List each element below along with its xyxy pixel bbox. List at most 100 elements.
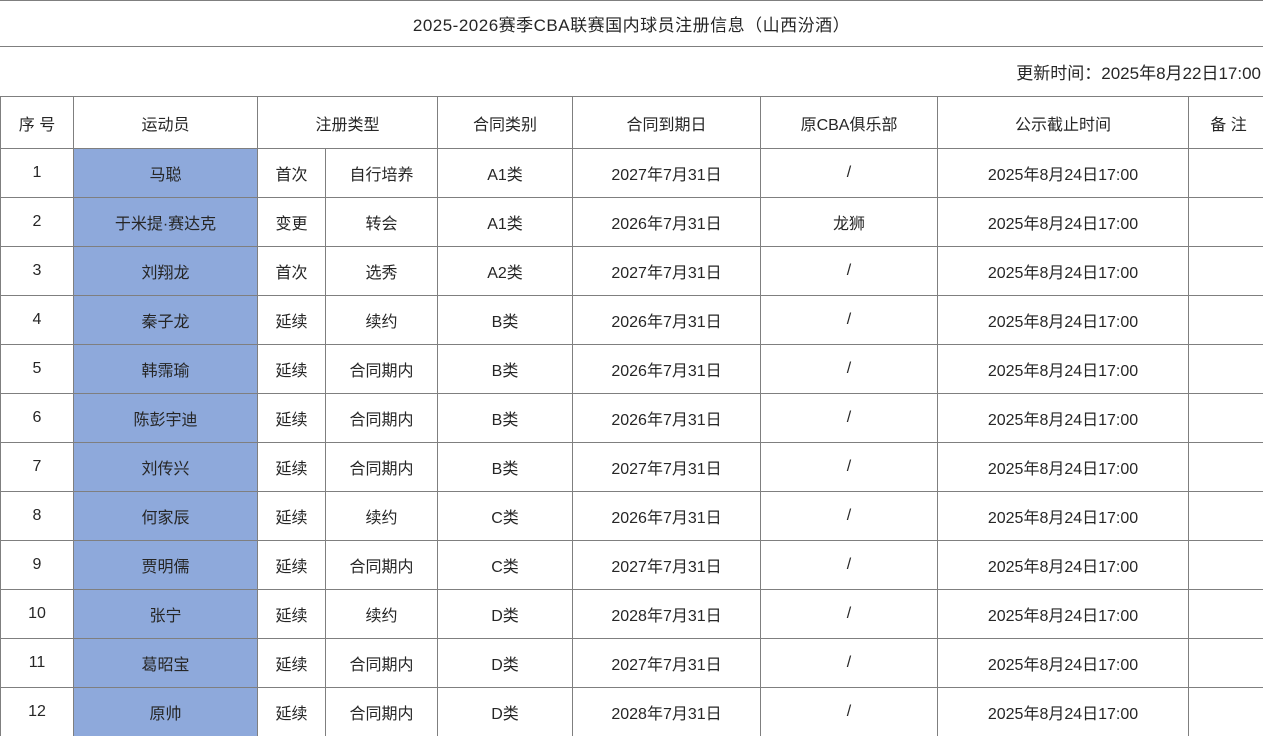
cell-player-name: 贾明儒 <box>73 540 258 590</box>
cell-reg-type: 延续 <box>257 393 326 443</box>
cell-contract-class: C类 <box>437 491 574 541</box>
cell-remark <box>1188 589 1263 639</box>
cell-no: 1 <box>0 148 74 198</box>
cell-reg-method: 合同期内 <box>324 540 439 590</box>
cell-former-club: 龙狮 <box>760 197 939 247</box>
cell-contract-expiry: 2028年7月31日 <box>572 589 762 639</box>
header-contract-expiry: 合同到期日 <box>572 96 762 149</box>
cell-publicity-deadline: 2025年8月24日17:00 <box>937 295 1190 345</box>
table-row: 12 原帅 延续 合同期内 D类 2028年7月31日 / 2025年8月24日… <box>0 687 1263 736</box>
cell-player-name: 韩霈瑜 <box>73 344 258 394</box>
cell-contract-class: D类 <box>437 589 574 639</box>
cell-no: 9 <box>0 540 74 590</box>
cell-player-name: 秦子龙 <box>73 295 258 345</box>
cell-no: 8 <box>0 491 74 541</box>
cell-publicity-deadline: 2025年8月24日17:00 <box>937 687 1190 736</box>
cell-contract-class: B类 <box>437 295 574 345</box>
cell-contract-class: A2类 <box>437 246 574 296</box>
cell-reg-method: 续约 <box>324 295 439 345</box>
cell-contract-class: B类 <box>437 344 574 394</box>
table-header-row: 序 号 运动员 注册类型 合同类别 合同到期日 原CBA俱乐部 公示截止时间 备… <box>0 96 1263 149</box>
header-no: 序 号 <box>0 96 74 149</box>
table-row: 11 葛昭宝 延续 合同期内 D类 2027年7月31日 / 2025年8月24… <box>0 638 1263 688</box>
cell-contract-expiry: 2027年7月31日 <box>572 148 762 198</box>
cell-no: 12 <box>0 687 74 736</box>
cell-contract-class: B类 <box>437 393 574 443</box>
cell-contract-class: A1类 <box>437 148 574 198</box>
cell-reg-type: 变更 <box>257 197 326 247</box>
table-row: 8 何家辰 延续 续约 C类 2026年7月31日 / 2025年8月24日17… <box>0 491 1263 541</box>
update-time-row: 更新时间：2025年8月22日17:00 <box>0 47 1263 96</box>
player-registration-table: 序 号 运动员 注册类型 合同类别 合同到期日 原CBA俱乐部 公示截止时间 备… <box>0 96 1263 736</box>
cell-contract-class: B类 <box>437 442 574 492</box>
table-row: 4 秦子龙 延续 续约 B类 2026年7月31日 / 2025年8月24日17… <box>0 295 1263 345</box>
cell-no: 6 <box>0 393 74 443</box>
cell-former-club: / <box>760 246 939 296</box>
cell-player-name: 葛昭宝 <box>73 638 258 688</box>
cell-no: 3 <box>0 246 74 296</box>
cell-reg-method: 合同期内 <box>324 344 439 394</box>
cell-reg-method: 合同期内 <box>324 393 439 443</box>
cell-remark <box>1188 295 1263 345</box>
cell-former-club: / <box>760 687 939 736</box>
cell-remark <box>1188 687 1263 736</box>
cell-remark <box>1188 491 1263 541</box>
cell-contract-expiry: 2026年7月31日 <box>572 393 762 443</box>
header-remark: 备 注 <box>1188 96 1263 149</box>
cell-publicity-deadline: 2025年8月24日17:00 <box>937 589 1190 639</box>
cell-player-name: 何家辰 <box>73 491 258 541</box>
table-row: 1 马聪 首次 自行培养 A1类 2027年7月31日 / 2025年8月24日… <box>0 148 1263 198</box>
cell-reg-method: 选秀 <box>324 246 439 296</box>
cell-reg-type: 延续 <box>257 540 326 590</box>
cell-reg-method: 合同期内 <box>324 687 439 736</box>
cell-remark <box>1188 393 1263 443</box>
cell-reg-type: 延续 <box>257 491 326 541</box>
cell-player-name: 刘翔龙 <box>73 246 258 296</box>
cell-reg-type: 延续 <box>257 295 326 345</box>
cell-contract-expiry: 2027年7月31日 <box>572 638 762 688</box>
table-row: 3 刘翔龙 首次 选秀 A2类 2027年7月31日 / 2025年8月24日1… <box>0 246 1263 296</box>
cell-player-name: 马聪 <box>73 148 258 198</box>
cell-no: 11 <box>0 638 74 688</box>
cell-no: 7 <box>0 442 74 492</box>
cell-no: 10 <box>0 589 74 639</box>
cell-contract-expiry: 2027年7月31日 <box>572 442 762 492</box>
cell-contract-expiry: 2027年7月31日 <box>572 246 762 296</box>
cell-reg-type: 延续 <box>257 589 326 639</box>
cell-reg-method: 续约 <box>324 491 439 541</box>
update-time-label: 更新时间：2025年8月22日17:00 <box>1016 64 1261 83</box>
cell-former-club: / <box>760 344 939 394</box>
cell-reg-type: 首次 <box>257 246 326 296</box>
cell-player-name: 张宁 <box>73 589 258 639</box>
cell-reg-method: 转会 <box>324 197 439 247</box>
table-row: 2 于米提·赛达克 变更 转会 A1类 2026年7月31日 龙狮 2025年8… <box>0 197 1263 247</box>
cell-remark <box>1188 148 1263 198</box>
cell-contract-expiry: 2026年7月31日 <box>572 344 762 394</box>
cell-no: 4 <box>0 295 74 345</box>
cell-reg-type: 延续 <box>257 442 326 492</box>
cell-reg-type: 延续 <box>257 687 326 736</box>
cell-publicity-deadline: 2025年8月24日17:00 <box>937 148 1190 198</box>
header-contract-class: 合同类别 <box>437 96 574 149</box>
cell-player-name: 陈彭宇迪 <box>73 393 258 443</box>
cell-no: 5 <box>0 344 74 394</box>
cell-remark <box>1188 246 1263 296</box>
cell-remark <box>1188 344 1263 394</box>
cell-reg-type: 首次 <box>257 148 326 198</box>
header-former-club: 原CBA俱乐部 <box>760 96 939 149</box>
cell-publicity-deadline: 2025年8月24日17:00 <box>937 344 1190 394</box>
cell-contract-class: D类 <box>437 687 574 736</box>
cell-reg-method: 续约 <box>324 589 439 639</box>
table-row: 7 刘传兴 延续 合同期内 B类 2027年7月31日 / 2025年8月24日… <box>0 442 1263 492</box>
header-player: 运动员 <box>73 96 258 149</box>
cell-contract-expiry: 2028年7月31日 <box>572 687 762 736</box>
cell-remark <box>1188 197 1263 247</box>
cell-remark <box>1188 442 1263 492</box>
cell-player-name: 刘传兴 <box>73 442 258 492</box>
cell-remark <box>1188 638 1263 688</box>
cell-contract-expiry: 2026年7月31日 <box>572 491 762 541</box>
cell-publicity-deadline: 2025年8月24日17:00 <box>937 638 1190 688</box>
cell-former-club: / <box>760 148 939 198</box>
cell-reg-type: 延续 <box>257 344 326 394</box>
header-publicity-deadline: 公示截止时间 <box>937 96 1190 149</box>
